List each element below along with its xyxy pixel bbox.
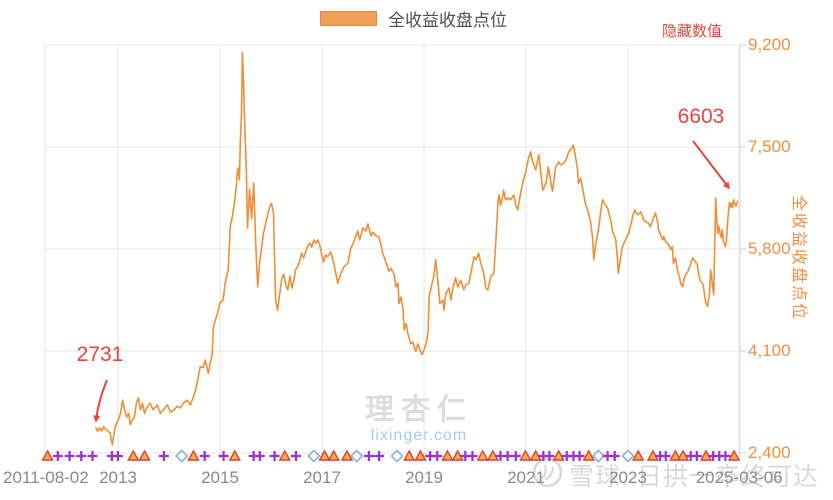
event-marker-triangle[interactable]: [632, 449, 645, 461]
legend-label: 全收益收盘点位: [388, 11, 507, 30]
total-return-line-series[interactable]: [94, 52, 739, 446]
event-marker-plus[interactable]: [218, 451, 229, 461]
event-marker-plus[interactable]: [52, 451, 63, 461]
event-marker-plus[interactable]: [432, 451, 443, 461]
event-marker-triangle[interactable]: [441, 449, 454, 461]
legend-color-swatch: [320, 11, 377, 26]
event-marker-triangle[interactable]: [519, 449, 532, 461]
event-marker-plus[interactable]: [254, 451, 265, 461]
event-marker-triangle[interactable]: [669, 449, 682, 461]
event-marker-plus[interactable]: [374, 451, 385, 461]
event-marker-triangle[interactable]: [41, 449, 54, 461]
event-marker-plus[interactable]: [199, 451, 210, 461]
event-marker-triangle[interactable]: [486, 449, 500, 461]
event-marker-plus[interactable]: [720, 451, 731, 461]
event-marker-plus[interactable]: [158, 451, 169, 461]
x-tick-label: 2011-08-02: [3, 468, 89, 487]
event-marker-triangle[interactable]: [327, 449, 340, 461]
event-marker-triangle[interactable]: [676, 449, 690, 461]
event-marker-diamond[interactable]: [349, 449, 364, 463]
event-marker-triangle[interactable]: [187, 449, 200, 461]
legend-item-total-return[interactable]: 全收益收盘点位: [320, 6, 507, 31]
event-marker-plus[interactable]: [64, 451, 75, 461]
first-value-arrow: [93, 379, 108, 423]
event-marker-triangle[interactable]: [127, 449, 140, 461]
x-tick-label: 2015: [201, 468, 239, 487]
event-marker-triangle[interactable]: [451, 449, 464, 461]
event-marker-diamond[interactable]: [390, 449, 404, 463]
event-marker-diamond[interactable]: [591, 449, 606, 463]
last-value-arrow: [692, 140, 730, 190]
event-marker-plus[interactable]: [113, 451, 123, 461]
event-marker-plus[interactable]: [87, 451, 98, 461]
event-marker-triangle[interactable]: [414, 449, 427, 461]
event-marker-plus[interactable]: [510, 451, 521, 461]
x-tick-label: 2019: [405, 468, 443, 487]
event-marker-triangle[interactable]: [476, 449, 489, 461]
y-tick-label: 7,500: [748, 137, 791, 156]
y-tick-label: 5,800: [748, 239, 791, 258]
y-tick-label: 4,100: [748, 341, 791, 360]
event-marker-triangle[interactable]: [582, 449, 595, 461]
event-marker-triangle[interactable]: [228, 449, 241, 461]
event-marker-triangle[interactable]: [138, 449, 151, 461]
event-marker-triangle[interactable]: [340, 449, 354, 461]
event-marker-triangle[interactable]: [278, 449, 291, 461]
event-marker-plus[interactable]: [76, 451, 87, 461]
event-marker-triangle[interactable]: [727, 449, 741, 461]
x-tick-label: 2023: [609, 468, 647, 487]
event-marker-diamond[interactable]: [621, 449, 635, 463]
y-tick-label: 2,400: [748, 443, 791, 462]
hide-values-toggle[interactable]: 隐藏数值: [662, 23, 723, 40]
event-marker-triangle[interactable]: [318, 449, 331, 461]
event-marker-plus[interactable]: [660, 451, 671, 461]
event-marker-plus[interactable]: [609, 451, 620, 461]
x-tick-label: 2013: [99, 468, 137, 487]
event-marker-diamond[interactable]: [175, 449, 189, 463]
event-marker-plus[interactable]: [691, 451, 702, 461]
event-marker-plus[interactable]: [290, 451, 301, 461]
event-marker-plus[interactable]: [467, 451, 478, 461]
event-marker-triangle[interactable]: [403, 449, 416, 461]
event-marker-plus[interactable]: [574, 451, 585, 461]
event-marker-plus[interactable]: [363, 451, 374, 461]
event-marker-plus[interactable]: [269, 451, 280, 461]
x-tick-label: 2017: [303, 468, 341, 487]
y-tick-label: 9,200: [748, 35, 791, 54]
x-tick-label: 2025-03-06: [695, 468, 783, 487]
event-marker-diamond[interactable]: [307, 449, 321, 463]
